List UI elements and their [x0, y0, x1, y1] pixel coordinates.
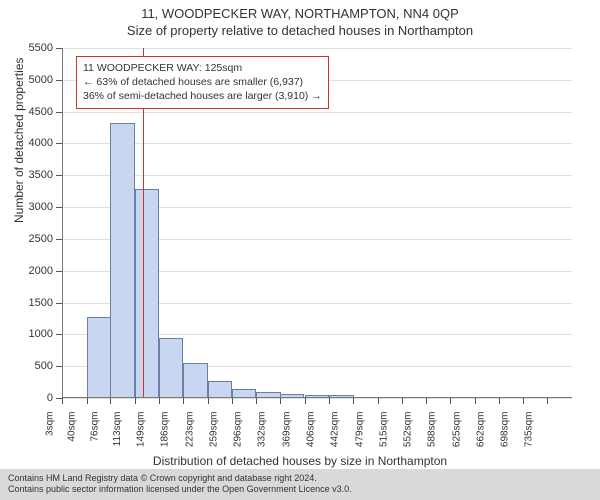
x-tick	[426, 398, 427, 404]
x-tick	[87, 398, 88, 404]
y-tick-label: 1000	[29, 328, 53, 340]
chart-area: 0500100015002000250030003500400045005000…	[62, 48, 572, 398]
x-tick	[305, 398, 306, 404]
page-title-line2: Size of property relative to detached ho…	[0, 21, 600, 38]
x-tick	[232, 398, 233, 404]
x-tick	[499, 398, 500, 404]
x-tick	[280, 398, 281, 404]
x-tick	[378, 398, 379, 404]
x-tick-label: 296sqm	[233, 412, 244, 448]
y-tick-label: 4500	[29, 106, 53, 118]
x-tick-label: 552sqm	[403, 412, 414, 448]
x-tick	[62, 398, 63, 404]
x-tick-label: 406sqm	[306, 412, 317, 448]
x-tick-label: 76sqm	[90, 412, 101, 442]
x-tick	[450, 398, 451, 404]
x-tick-label: 149sqm	[136, 412, 147, 448]
x-tick-label: 625sqm	[451, 412, 462, 448]
x-tick-label: 223sqm	[185, 412, 196, 448]
plot-border	[62, 48, 572, 398]
x-tick	[475, 398, 476, 404]
x-tick-label: 515sqm	[378, 412, 389, 448]
x-tick	[353, 398, 354, 404]
x-tick-label: 113sqm	[112, 412, 123, 447]
x-tick-label: 40sqm	[66, 412, 77, 442]
x-tick-label: 698sqm	[500, 412, 511, 448]
x-tick-label: 479sqm	[354, 412, 365, 448]
y-tick-label: 5500	[29, 42, 53, 54]
attribution-footer: Contains HM Land Registry data © Crown c…	[0, 469, 600, 500]
x-tick-label: 3sqm	[44, 412, 55, 436]
x-tick	[110, 398, 111, 404]
y-tick-label: 0	[47, 392, 53, 404]
y-tick-label: 2000	[29, 265, 53, 277]
x-axis-label: Distribution of detached houses by size …	[0, 454, 600, 468]
x-tick	[208, 398, 209, 404]
x-tick-label: 332sqm	[257, 412, 268, 448]
x-tick	[523, 398, 524, 404]
y-tick-label: 2500	[29, 233, 53, 245]
x-tick-label: 186sqm	[160, 412, 171, 448]
x-tick	[256, 398, 257, 404]
y-tick-label: 1500	[29, 297, 53, 309]
gridline-h	[62, 398, 572, 399]
x-tick	[135, 398, 136, 404]
x-tick-label: 442sqm	[330, 412, 341, 448]
x-tick-label: 735sqm	[524, 412, 535, 448]
x-tick	[402, 398, 403, 404]
y-tick-label: 500	[35, 360, 53, 372]
footer-line1: Contains HM Land Registry data © Crown c…	[8, 473, 592, 485]
x-tick-label: 662sqm	[476, 412, 487, 448]
x-tick	[183, 398, 184, 404]
x-tick	[159, 398, 160, 404]
y-tick-label: 4000	[29, 137, 53, 149]
y-tick-label: 5000	[29, 74, 53, 86]
y-tick-label: 3000	[29, 201, 53, 213]
y-tick-label: 3500	[29, 169, 53, 181]
x-tick	[547, 398, 548, 404]
x-tick-label: 259sqm	[208, 412, 219, 448]
x-tick-label: 369sqm	[281, 412, 292, 448]
footer-line2: Contains public sector information licen…	[8, 484, 592, 496]
x-tick-label: 588sqm	[427, 412, 438, 448]
x-tick	[329, 398, 330, 404]
page-title-line1: 11, WOODPECKER WAY, NORTHAMPTON, NN4 0QP	[0, 0, 600, 21]
y-axis-label: Number of detached properties	[12, 58, 26, 223]
